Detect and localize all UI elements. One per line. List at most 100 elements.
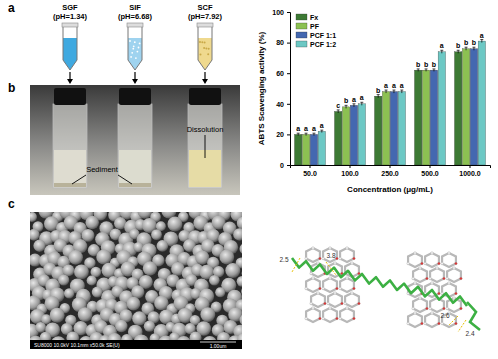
molecule-atom [305,287,308,290]
bar [422,70,429,165]
legend-label: PCF 1:2 [310,41,336,48]
bar [470,49,477,165]
molecule-atom [460,277,463,280]
sem-particle [144,321,155,332]
bar [438,52,445,165]
sediment [119,183,151,187]
sem-particle [217,332,230,340]
sem-particle [64,288,74,298]
molecule-atom [324,302,327,305]
error-bar-stem [401,90,402,93]
legend-label: PF [310,23,320,30]
molecule-atom [341,302,344,305]
sem-particle [87,275,97,285]
error-bar-stem [338,110,339,113]
y-tick-label: 80 [276,39,284,46]
molecule-ring [323,278,337,292]
molecule-atom [305,317,308,320]
sem-particle [157,240,169,252]
molecule-ring [340,248,354,262]
significance-label: a [312,125,316,132]
sem-particle [82,229,95,242]
error-bar [337,110,340,113]
arrow-head [202,79,208,84]
error-bar-cap [417,68,420,69]
sem-image [30,212,242,348]
error-bar [297,133,300,135]
bar [334,111,341,165]
arrow [204,72,205,80]
error-bar-cap [312,133,315,134]
sem-particle [68,250,83,265]
significance-label: b [472,39,476,46]
x-tick: 250.0 [381,165,399,177]
legend-label: Fx [310,14,318,21]
error-bar-stem [418,69,419,71]
y-axis-line [287,13,291,166]
sem-particle [58,274,69,285]
photo [30,85,240,195]
molecule-ring [408,253,422,267]
molecule-ring [447,268,461,282]
molecule-ring [340,278,354,292]
y-tick: 20 [276,131,290,138]
significance-label: a [400,82,404,89]
tube-particle [135,57,137,59]
tube-label: SIF [129,3,141,12]
molecule-atom [336,257,339,260]
molecule-atom [443,277,446,280]
x-tick: 1000.0 [459,165,481,177]
sem-particle [176,336,191,340]
error-bar-cap [337,109,340,110]
error-bar-stem [458,50,459,53]
error-bar [440,50,443,53]
molecule-ring [413,298,427,312]
y-tick-label: 100 [272,9,284,16]
tube-particle [137,51,139,53]
tube-particle [204,42,206,44]
y-tick-label: 0 [280,162,284,169]
molecule-atom [312,277,315,280]
error-bar [312,133,315,135]
error-bar [457,50,460,53]
error-bar [417,69,420,71]
molecule-atom [353,317,356,320]
molecule-atom [329,277,332,280]
error-bar-cap [345,105,348,106]
error-bar-cap [457,50,460,51]
molecule-atom [317,292,320,295]
tube-particle [131,52,133,54]
significance-label: a [360,94,364,101]
error-bar [305,133,308,135]
molecule-ring [306,308,320,322]
sem-particle [33,240,45,252]
significance-label: b [432,61,436,68]
x-tick: 50.0 [303,165,317,177]
molecule-atom [336,317,339,320]
molecule-atom [429,277,432,280]
sem-particle [134,334,149,340]
error-bar-cap [432,68,435,69]
molecule-atom [431,312,434,315]
docking [292,247,480,332]
molecule-atom [455,322,458,325]
arrow [118,175,132,184]
tube-ph: (pH=6.68) [118,12,152,21]
tube-liquid [63,38,77,70]
x-axis-line [291,166,491,169]
bar [342,107,349,165]
hydrogen-bond [326,262,336,275]
error-bar-cap [440,50,443,51]
significance-label: b [424,61,428,68]
tube-ph: (pH=1.34) [53,12,87,21]
molecule-ring [306,278,320,292]
y-tick-label: 60 [276,70,284,77]
molecule-atom [431,282,434,285]
sediment [54,183,86,187]
bar [454,52,461,165]
molecule-atom [334,292,337,295]
bar [414,70,421,165]
bar [390,92,397,165]
molecule-atom [334,262,337,265]
molecule-ring [345,293,359,307]
